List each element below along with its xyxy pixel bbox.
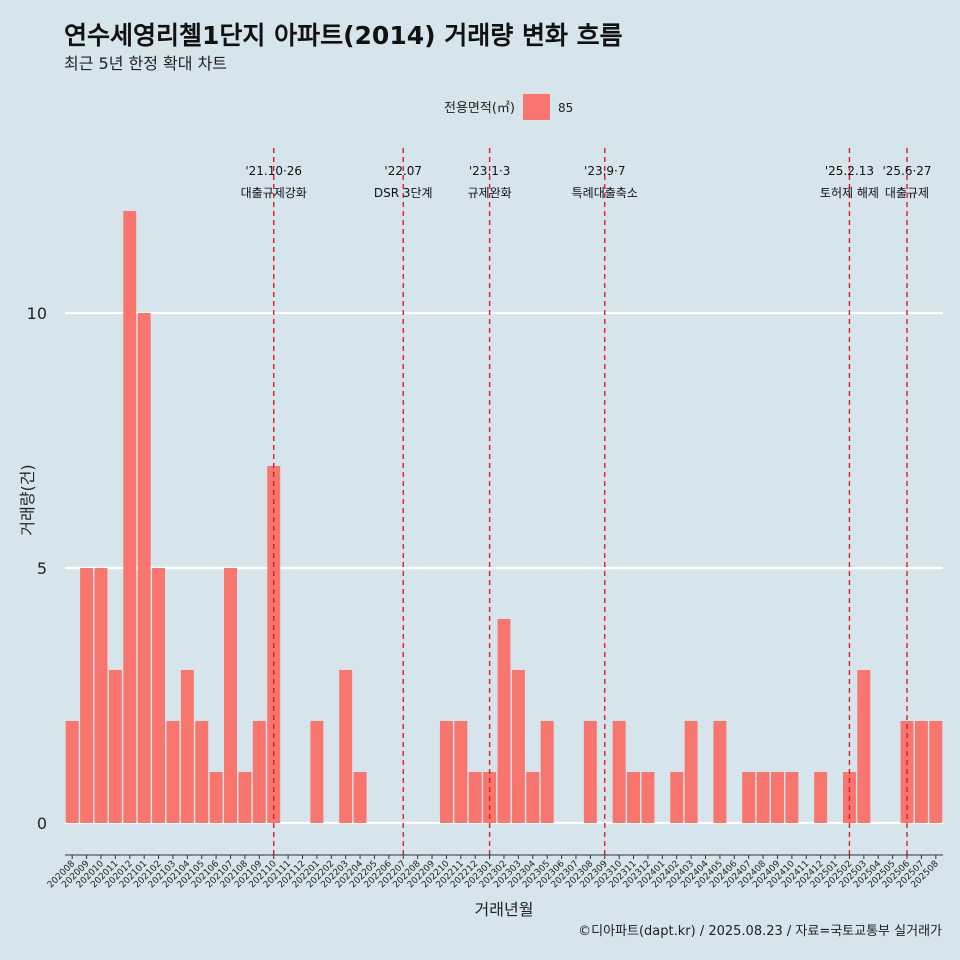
bar — [511, 670, 525, 823]
bar — [929, 721, 943, 823]
event-label: 특례대출축소 — [572, 186, 638, 200]
bar — [224, 568, 238, 823]
bar — [209, 772, 223, 823]
event-date: '25.2.13 — [825, 164, 874, 178]
bar — [180, 670, 194, 823]
caption: ©디아파트(dapt.kr) / 2025.08.23 / 자료=국토교통부 실… — [578, 924, 942, 939]
bar — [641, 772, 655, 823]
bars — [65, 211, 943, 823]
bar — [166, 721, 180, 823]
legend-title: 전용면적(㎡) — [444, 101, 515, 116]
bar — [497, 619, 511, 823]
legend: 전용면적(㎡) 85 — [444, 94, 573, 120]
y-tick-label: 10 — [27, 304, 47, 323]
bar — [252, 721, 266, 823]
bar — [857, 670, 871, 823]
bar — [339, 670, 353, 823]
event-label: 대출규제강화 — [241, 186, 307, 200]
bar — [439, 721, 453, 823]
bar — [238, 772, 252, 823]
bar — [526, 772, 540, 823]
bar — [583, 721, 597, 823]
event-label: 토허제 해제 — [820, 186, 879, 200]
bar — [468, 772, 482, 823]
event-markers: '21.10·26 대출규제강화 '22.07 DSR 3단계 '23.1·3 규제완화 '… — [241, 148, 932, 855]
event-label: 규제완화 — [468, 186, 512, 200]
legend-swatch — [523, 94, 550, 120]
y-tick-label: 0 — [37, 814, 47, 833]
chart-title: 연수세영리첼1단지 아파트(2014) 거래량 변화 흐름 — [64, 21, 623, 50]
bar — [454, 721, 468, 823]
bar — [914, 721, 928, 823]
bar — [353, 772, 367, 823]
legend-label: 85 — [558, 101, 573, 115]
bar — [670, 772, 684, 823]
x-axis-title: 거래년월 — [475, 900, 534, 919]
bar — [627, 772, 641, 823]
event-label: 대출규제 — [885, 186, 929, 200]
bar — [123, 211, 137, 823]
bar — [612, 721, 626, 823]
event-label: DSR 3단계 — [374, 186, 433, 200]
bar — [684, 721, 698, 823]
chart-subtitle: 최근 5년 한정 확대 차트 — [64, 54, 227, 73]
bar — [152, 568, 166, 823]
bar — [195, 721, 209, 823]
event-date: '21.10·26 — [245, 164, 302, 178]
y-axis: 0 5 10 — [27, 304, 47, 833]
bar — [65, 721, 79, 823]
bar — [814, 772, 828, 823]
event-date: '23.9·7 — [584, 164, 625, 178]
bar — [742, 772, 756, 823]
x-axis: 2020082020092020102020112020122021012021… — [46, 854, 943, 890]
bar — [756, 772, 770, 823]
bar — [80, 568, 94, 823]
bar — [108, 670, 122, 823]
event-date: '23.1·3 — [469, 164, 510, 178]
bar — [310, 721, 324, 823]
bar — [785, 772, 799, 823]
bar — [713, 721, 727, 823]
event-date: '25.6·27 — [882, 164, 931, 178]
bar — [137, 313, 151, 823]
event-date: '22.07 — [384, 164, 422, 178]
bar — [540, 721, 554, 823]
bar — [94, 568, 108, 823]
y-axis-title: 거래량(건) — [18, 464, 37, 535]
bar — [770, 772, 784, 823]
y-tick-label: 5 — [37, 559, 47, 578]
